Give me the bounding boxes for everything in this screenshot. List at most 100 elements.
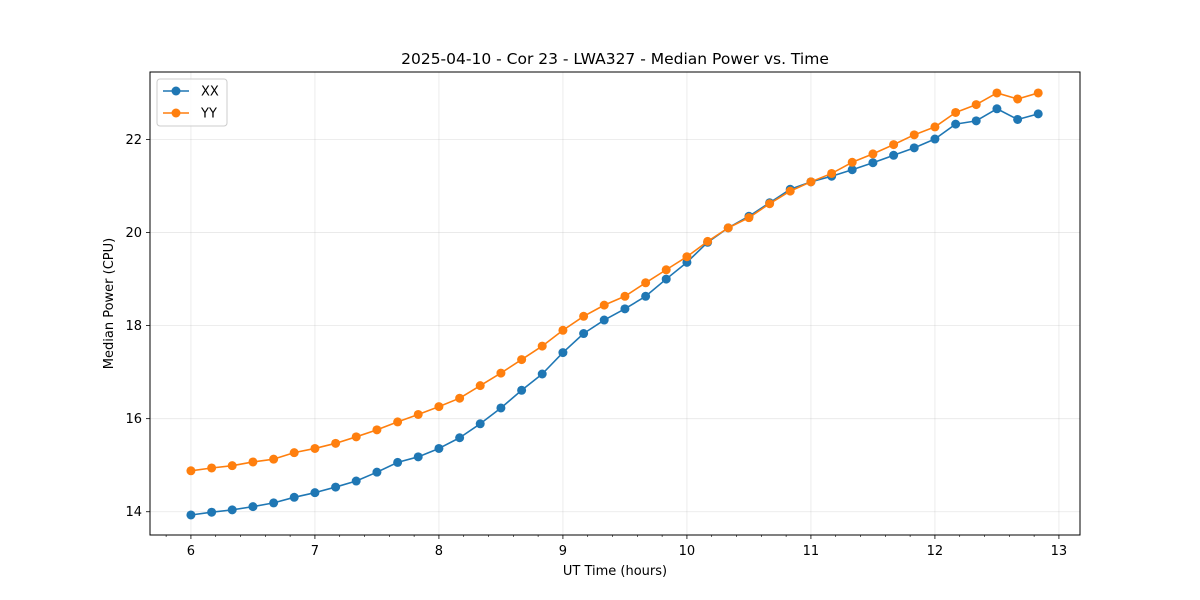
data-point-yy: [248, 457, 258, 467]
data-point-yy: [372, 425, 382, 435]
data-point-yy: [744, 213, 754, 223]
data-point-xx: [227, 505, 237, 515]
data-point-yy: [393, 417, 403, 427]
data-point-yy: [455, 393, 465, 403]
grid: [150, 72, 1080, 535]
data-point-xx: [207, 507, 217, 517]
data-point-xx: [537, 369, 547, 379]
data-point-xx: [455, 433, 465, 443]
data-point-yy: [827, 168, 837, 178]
plot-frame: [149, 71, 1081, 536]
data-point-yy: [579, 311, 589, 321]
legend-marker: [171, 86, 181, 96]
legend-label: YY: [200, 107, 217, 122]
data-point-yy: [620, 291, 630, 301]
x-tick-label: 6: [187, 544, 195, 559]
data-point-xx: [475, 419, 485, 429]
data-point-yy: [537, 341, 547, 351]
data-point-yy: [909, 130, 919, 140]
data-point-xx: [641, 291, 651, 301]
y-tick-label: 16: [125, 412, 142, 427]
data-point-xx: [331, 482, 341, 492]
data-point-xx: [289, 492, 299, 502]
data-point-xx: [558, 348, 568, 358]
data-point-yy: [331, 438, 341, 448]
data-point-yy: [310, 443, 320, 453]
data-point-xx: [186, 510, 196, 520]
data-point-yy: [951, 107, 961, 117]
data-point-yy: [269, 454, 279, 464]
data-point-yy: [227, 461, 237, 471]
x-tick-label: 12: [927, 544, 944, 559]
data-point-yy: [930, 122, 940, 132]
data-point-xx: [909, 143, 919, 153]
x-tick-label: 7: [311, 544, 319, 559]
x-tick-label: 13: [1051, 544, 1068, 559]
data-point-yy: [889, 140, 899, 150]
chart-title: 2025-04-10 - Cor 23 - LWA327 - Median Po…: [401, 50, 829, 68]
data-point-yy: [806, 177, 816, 187]
data-point-xx: [434, 443, 444, 453]
x-tick-label: 9: [559, 544, 567, 559]
data-point-xx: [992, 104, 1002, 114]
legend-label: XX: [201, 85, 219, 100]
data-point-yy: [765, 199, 775, 209]
data-point-yy: [723, 223, 733, 233]
data-point-xx: [496, 403, 506, 413]
data-point-yy: [289, 448, 299, 458]
data-point-yy: [558, 325, 568, 335]
data-point-xx: [971, 116, 981, 126]
x-tick-label: 10: [679, 544, 696, 559]
data-point-xx: [661, 274, 671, 284]
y-tick-label: 14: [125, 505, 142, 520]
data-point-xx: [372, 467, 382, 477]
data-point-yy: [599, 300, 609, 310]
data-point-yy: [847, 157, 857, 167]
series-yy: [186, 88, 1043, 476]
data-point-yy: [661, 265, 671, 275]
data-point-yy: [703, 236, 713, 246]
data-point-xx: [868, 158, 878, 168]
data-point-yy: [207, 463, 217, 473]
data-point-yy: [496, 368, 506, 378]
data-point-xx: [930, 134, 940, 144]
data-point-xx: [951, 119, 961, 129]
data-point-xx: [1013, 114, 1023, 124]
series-layer: [186, 88, 1043, 520]
data-point-yy: [517, 355, 527, 365]
data-point-yy: [785, 186, 795, 196]
data-point-yy: [682, 252, 692, 262]
data-point-yy: [1033, 88, 1043, 98]
data-point-xx: [517, 385, 527, 395]
data-point-yy: [413, 409, 423, 419]
data-point-xx: [579, 329, 589, 339]
data-point-xx: [269, 498, 279, 508]
data-point-yy: [868, 149, 878, 159]
data-point-yy: [992, 88, 1002, 98]
y-tick-label: 22: [125, 133, 142, 148]
data-point-yy: [475, 381, 485, 391]
data-point-xx: [847, 165, 857, 175]
y-tick-label: 20: [125, 226, 142, 241]
axis-ticks: 6 7 8 9 10 11 12 13 14 16 18 20 22: [125, 133, 1067, 559]
data-point-yy: [641, 278, 651, 288]
data-point-xx: [413, 452, 423, 462]
x-tick-label: 11: [803, 544, 820, 559]
legend-entry-xx: XX: [163, 85, 219, 100]
data-point-xx: [393, 457, 403, 467]
data-point-yy: [971, 100, 981, 110]
data-point-xx: [310, 488, 320, 498]
legend: XX YY: [156, 78, 228, 127]
x-axis-label: UT Time (hours): [563, 564, 667, 579]
data-point-xx: [599, 315, 609, 325]
data-point-yy: [434, 402, 444, 412]
data-point-xx: [620, 304, 630, 314]
legend-marker: [171, 108, 181, 118]
data-point-xx: [351, 476, 361, 486]
data-point-xx: [1033, 109, 1043, 119]
data-point-yy: [1013, 94, 1023, 104]
y-tick-label: 18: [125, 319, 142, 334]
data-point-xx: [248, 502, 258, 512]
data-point-yy: [351, 432, 361, 442]
